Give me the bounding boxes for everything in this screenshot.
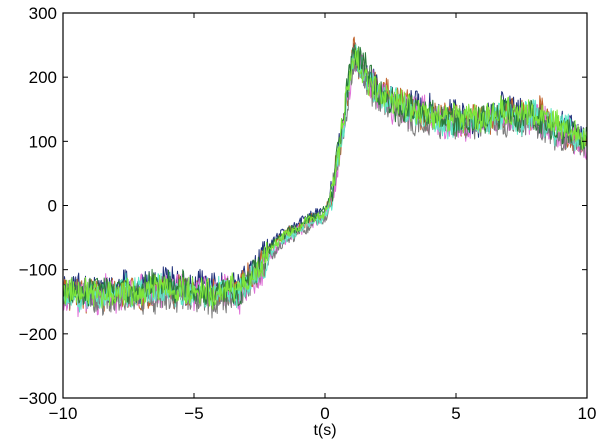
x-tick-label: 10: [578, 404, 597, 423]
x-tick-label: −5: [184, 404, 203, 423]
y-tick-label: −300: [19, 389, 57, 408]
x-tick-label: 5: [451, 404, 460, 423]
y-axis-ticks: −300 −200 −100 0 100 200 300: [19, 4, 587, 408]
series-line-3: [62, 47, 588, 318]
x-axis-ticks: −10 −5 0 5 10: [49, 13, 597, 423]
x-axis-label: t(s): [313, 422, 336, 439]
x-tick-label: −10: [49, 404, 78, 423]
series-line-1: [62, 42, 588, 307]
y-tick-label: 200: [29, 68, 57, 87]
y-tick-label: 0: [48, 197, 57, 216]
y-tick-label: −100: [19, 261, 57, 280]
plot-frame: [62, 12, 588, 399]
series-line-7: [62, 47, 588, 310]
y-tick-label: −200: [19, 325, 57, 344]
plot-series: [62, 36, 588, 319]
y-tick-label: 100: [29, 132, 57, 151]
series-line-6: [62, 44, 588, 307]
series-line-2: [62, 36, 588, 314]
y-tick-label: 300: [29, 4, 57, 23]
series-line-5: [62, 44, 588, 313]
x-tick-label: 0: [320, 404, 329, 423]
